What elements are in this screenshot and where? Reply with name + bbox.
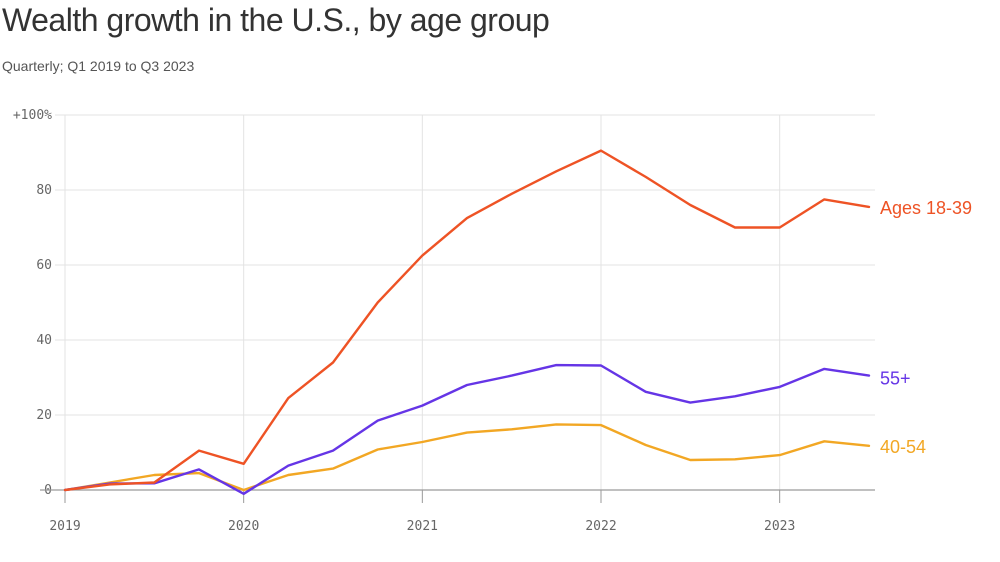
series-line-55 <box>63 363 871 495</box>
x-tick-label: 2020 <box>228 519 259 534</box>
chart-subtitle: Quarterly; Q1 2019 to Q3 2023 <box>2 58 195 74</box>
gridlines <box>55 114 875 490</box>
y-tick-label: 40 <box>36 333 52 348</box>
series-labels: Ages 18-39 55+ 40-54 <box>880 198 972 457</box>
x-tick-label: 2022 <box>585 519 616 534</box>
series-lines <box>63 149 871 495</box>
y-tick-label: 60 <box>36 258 52 273</box>
y-tick-label: +100% <box>13 108 52 123</box>
y-tick-label: 20 <box>36 408 52 423</box>
x-tick-label: 2023 <box>764 519 795 534</box>
series-label: 55+ <box>880 369 911 389</box>
series-line-ages-18-39 <box>63 149 871 492</box>
y-tick-label: 80 <box>36 183 52 198</box>
x-tick-label: 2019 <box>49 519 80 534</box>
chart-title: Wealth growth in the U.S., by age group <box>2 2 550 38</box>
series-label: 40-54 <box>880 437 926 457</box>
series-line-40-54 <box>63 423 871 492</box>
series-label: Ages 18-39 <box>880 198 972 218</box>
x-tick-label: 2021 <box>407 519 438 534</box>
